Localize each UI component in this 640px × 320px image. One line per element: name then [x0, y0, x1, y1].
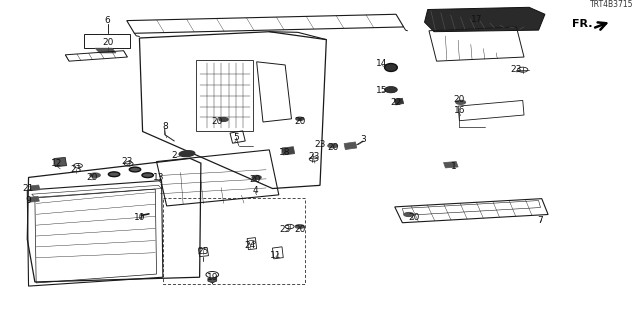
- Text: 20: 20: [250, 174, 261, 183]
- Text: 3: 3: [360, 135, 366, 144]
- Ellipse shape: [179, 151, 195, 156]
- Text: 23: 23: [280, 225, 291, 234]
- Ellipse shape: [385, 64, 397, 71]
- Text: 20: 20: [294, 225, 305, 234]
- Text: 24: 24: [244, 241, 256, 250]
- Text: 20: 20: [102, 38, 113, 47]
- Text: 14: 14: [376, 59, 388, 68]
- Ellipse shape: [142, 173, 154, 178]
- Text: 23: 23: [70, 165, 82, 174]
- Text: 16: 16: [454, 106, 465, 116]
- Text: 23: 23: [511, 65, 522, 74]
- Text: 18: 18: [280, 148, 291, 156]
- Text: 1: 1: [451, 162, 457, 171]
- Text: 7: 7: [538, 216, 543, 225]
- Text: 8: 8: [162, 122, 168, 131]
- Text: 25: 25: [197, 247, 209, 256]
- Text: 23: 23: [308, 152, 319, 161]
- Polygon shape: [424, 7, 545, 32]
- Ellipse shape: [129, 167, 141, 172]
- Circle shape: [385, 86, 397, 93]
- Bar: [163, 198, 305, 284]
- Text: 11: 11: [270, 251, 282, 260]
- Polygon shape: [444, 162, 458, 168]
- Polygon shape: [208, 278, 217, 283]
- Text: 12: 12: [51, 159, 63, 168]
- Text: TRT4B3715: TRT4B3715: [590, 0, 634, 9]
- Text: 2: 2: [172, 151, 177, 160]
- Text: 13: 13: [153, 173, 164, 182]
- Ellipse shape: [295, 225, 304, 228]
- Ellipse shape: [328, 144, 337, 148]
- Polygon shape: [394, 98, 404, 105]
- Ellipse shape: [252, 176, 261, 179]
- Polygon shape: [54, 157, 67, 167]
- Text: 20: 20: [408, 212, 419, 221]
- Polygon shape: [344, 142, 356, 149]
- Ellipse shape: [404, 212, 413, 216]
- Text: 23: 23: [314, 140, 326, 149]
- Text: 5: 5: [234, 133, 239, 142]
- Polygon shape: [95, 48, 116, 53]
- Polygon shape: [29, 196, 39, 202]
- Text: 17: 17: [472, 14, 483, 24]
- Text: 10: 10: [134, 212, 145, 221]
- Text: 20: 20: [294, 117, 305, 126]
- Text: 19: 19: [207, 273, 218, 282]
- Ellipse shape: [108, 172, 120, 177]
- Text: 20: 20: [454, 95, 465, 104]
- Text: 6: 6: [105, 16, 111, 25]
- Text: 20: 20: [212, 117, 223, 126]
- Text: 20: 20: [327, 143, 339, 152]
- Text: 9: 9: [26, 196, 31, 205]
- Text: 21: 21: [23, 184, 34, 193]
- Polygon shape: [282, 147, 294, 155]
- Text: 15: 15: [376, 86, 388, 95]
- Ellipse shape: [456, 100, 465, 104]
- Text: 4: 4: [253, 186, 258, 195]
- Text: FR.: FR.: [572, 20, 593, 29]
- Polygon shape: [30, 185, 40, 191]
- Ellipse shape: [296, 117, 303, 120]
- Ellipse shape: [220, 117, 228, 121]
- Text: 23: 23: [121, 157, 132, 166]
- Text: 20: 20: [86, 173, 97, 182]
- Ellipse shape: [90, 173, 100, 177]
- Text: 22: 22: [390, 99, 402, 108]
